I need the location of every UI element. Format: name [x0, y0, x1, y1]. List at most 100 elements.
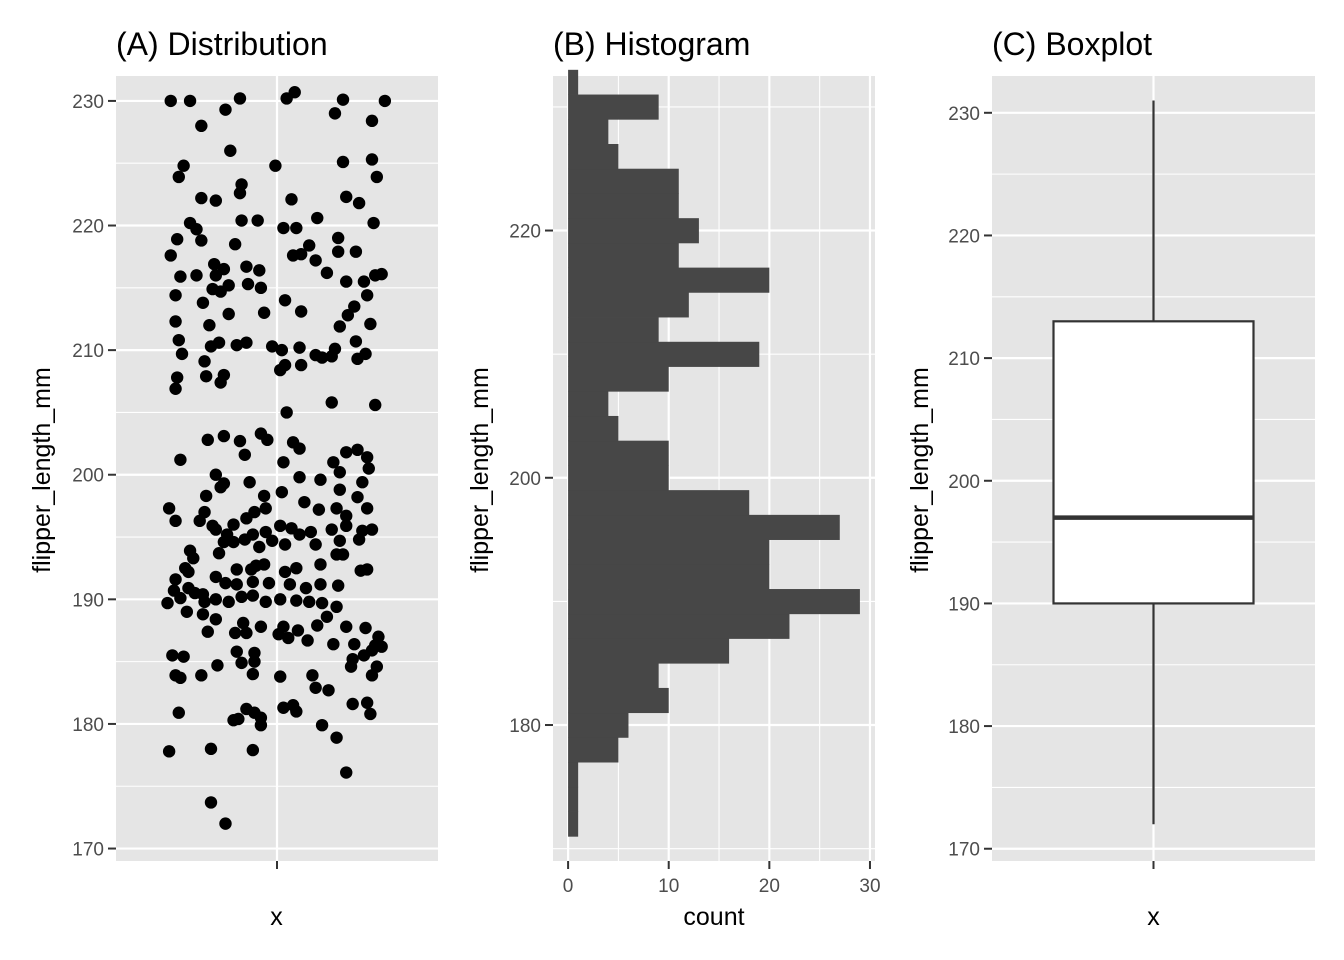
data-point [170, 233, 184, 246]
interquartile-box [1052, 320, 1255, 605]
data-point [341, 309, 355, 322]
data-point [282, 631, 295, 645]
data-point [169, 382, 182, 395]
histogram-bar [568, 193, 679, 219]
data-point [246, 743, 260, 757]
panel-a-axes: 170 180 190 200 210 220 230 [72, 92, 278, 869]
data-point [172, 170, 185, 184]
data-point [311, 619, 324, 632]
x-tick-label: 30 [859, 876, 880, 897]
data-point [328, 107, 342, 120]
data-point [327, 456, 340, 469]
data-point [240, 512, 253, 525]
data-point [187, 552, 200, 565]
data-point [169, 315, 182, 328]
data-point [278, 358, 292, 372]
data-point [196, 296, 210, 309]
data-point [320, 266, 334, 280]
data-point [290, 705, 303, 718]
data-point [240, 336, 253, 349]
data-point [214, 376, 227, 389]
data-point [209, 269, 223, 282]
data-point [190, 223, 203, 236]
data-point [190, 269, 203, 282]
histogram-bar [568, 317, 659, 343]
data-point [183, 94, 197, 108]
data-point [360, 563, 374, 576]
histogram-bar [568, 786, 579, 812]
data-point [275, 485, 289, 499]
y-tick-label: 180 [72, 715, 104, 736]
data-point [356, 476, 369, 489]
y-tick-label: 220 [948, 226, 980, 247]
data-point [230, 563, 243, 576]
data-point [309, 254, 322, 267]
data-point [230, 578, 243, 591]
data-point [166, 649, 179, 662]
data-point [162, 745, 176, 758]
data-point [331, 245, 345, 258]
data-point [235, 656, 248, 670]
data-point [228, 626, 242, 640]
data-point [352, 533, 366, 546]
data-point [340, 519, 353, 533]
data-point [360, 502, 374, 515]
data-point [248, 655, 261, 668]
histogram-bar [568, 514, 840, 540]
x-tick-label: 10 [658, 876, 679, 897]
data-point [309, 681, 322, 695]
data-point [303, 595, 316, 609]
data-point [219, 817, 232, 830]
data-point [327, 637, 340, 651]
histogram-bar [568, 119, 609, 145]
data-point [172, 706, 185, 719]
panel-b-axes: 180 200 220 0 10 20 30 [509, 222, 880, 897]
data-point [336, 93, 350, 106]
data-point [164, 94, 177, 108]
data-point [359, 621, 372, 635]
data-point [340, 620, 353, 633]
data-point [348, 300, 361, 313]
data-point [360, 289, 374, 302]
data-point [233, 434, 247, 448]
data-point [199, 489, 213, 503]
data-point [333, 466, 346, 479]
data-point [299, 581, 313, 595]
data-point [161, 596, 174, 610]
data-point [322, 684, 335, 697]
data-point [336, 548, 350, 561]
y-tick-label: 190 [948, 594, 980, 615]
data-point [314, 473, 327, 486]
data-point [360, 696, 374, 709]
data-point [251, 214, 264, 227]
histogram-bar [568, 218, 699, 244]
histogram-bar [568, 242, 679, 269]
histogram-bar [568, 143, 619, 170]
panel-a-distribution: (A) Distribution 170 180 190 200 210 220 230 x… [28, 26, 438, 931]
data-point [246, 589, 260, 602]
data-point [174, 270, 187, 283]
histogram-bar [568, 94, 659, 120]
data-point [227, 713, 240, 727]
data-point [301, 634, 314, 647]
data-point [369, 398, 382, 412]
data-point [325, 396, 338, 409]
panel-b-y-label: flipper_length_mm [466, 367, 494, 573]
data-point [340, 446, 353, 459]
data-point [293, 528, 306, 541]
data-point [303, 239, 316, 252]
data-point [285, 193, 298, 206]
data-point [253, 540, 266, 554]
y-tick-label: 220 [72, 217, 104, 238]
data-point [304, 525, 318, 539]
y-tick-label: 230 [72, 92, 104, 113]
data-point [290, 561, 303, 575]
data-point [309, 538, 322, 551]
data-point [198, 355, 211, 368]
data-point [188, 586, 202, 600]
data-point [180, 605, 194, 618]
data-point [274, 519, 287, 533]
data-point [293, 442, 306, 455]
data-point [298, 495, 311, 509]
